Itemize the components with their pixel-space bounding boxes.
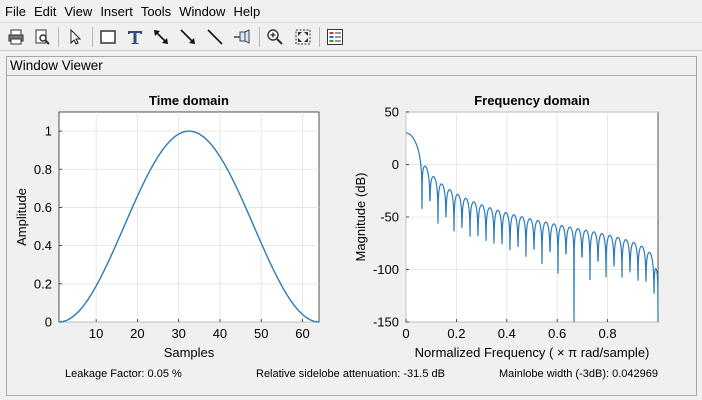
frequency-domain-axes: 0 0.2 0.4 0.6 0.8 -150 -100 -50 0 50 Frequency d… (353, 93, 659, 360)
time-domain-xlabel: Samples (164, 345, 215, 360)
time-plot-area (58, 111, 320, 323)
menu-view[interactable]: View (64, 3, 93, 19)
freq-y-tick-label: 50 (385, 105, 399, 120)
print-preview-icon[interactable] (31, 26, 53, 48)
freq-x-tick-label: 0.4 (498, 326, 516, 341)
arrow-icon[interactable] (177, 26, 199, 48)
time-domain-axes: 10 20 30 40 50 60 00.20.40.60.81 Time domain … (14, 93, 320, 360)
freq-domain-series-line (406, 132, 659, 323)
mainlobe-width-text: Mainlobe width (-3dB): 0.042969 (499, 368, 658, 380)
time-x-ticks: 10 20 30 40 50 60 (89, 319, 310, 341)
toolbar (0, 23, 702, 51)
time-x-tick-label: 40 (213, 326, 227, 341)
fit-icon[interactable] (292, 26, 314, 48)
time-y-ticks: 0 0.2 0.4 0.6 0.8 1 (34, 124, 62, 330)
freq-x-tick-label: 0 (402, 326, 409, 341)
time-x-tick-label: 30 (171, 326, 185, 341)
menu-help[interactable]: Help (233, 3, 261, 19)
freq-y-tick-label: -100 (373, 262, 399, 277)
pin-icon[interactable] (231, 26, 253, 48)
pointer-icon[interactable] (64, 26, 86, 48)
menu-tools[interactable]: Tools (140, 3, 172, 19)
menu-insert[interactable]: Insert (100, 3, 133, 19)
panel-divider (7, 75, 696, 76)
time-domain-title: Time domain (149, 93, 229, 108)
toolbar-separator (259, 27, 260, 47)
freq-y-tick-label: -50 (380, 210, 399, 225)
menu-file[interactable]: File (5, 3, 26, 19)
sidelobe-attenuation-text: Relative sidelobe attenuation: -31.5 dB (256, 368, 445, 380)
toolbar-separator (92, 27, 93, 47)
line-icon[interactable] (204, 26, 226, 48)
time-grid (59, 112, 319, 323)
time-y-tick-label: 0.2 (34, 276, 52, 291)
freq-x-tick-label: 0.8 (599, 326, 617, 341)
freq-x-tick-label: 0.6 (548, 326, 566, 341)
time-y-tick-label: 1 (45, 124, 52, 139)
freq-x-tick-label: 0.2 (447, 326, 465, 341)
toolbar-separator (319, 27, 320, 47)
leakage-factor-text: Leakage Factor: 0.05 % (65, 368, 182, 380)
double-arrow-icon[interactable] (150, 26, 172, 48)
time-y-tick-label: 0 (45, 315, 52, 330)
time-domain-ylabel: Amplitude (14, 188, 29, 246)
freq-domain-title: Frequency domain (474, 93, 590, 108)
freq-domain-ylabel: Magnitude (dB) (353, 173, 368, 262)
time-x-tick-label: 60 (295, 326, 309, 341)
freq-grid (405, 111, 658, 323)
time-domain-series-line (58, 130, 320, 323)
menu-edit[interactable]: Edit (33, 3, 57, 19)
freq-domain-xlabel: Normalized Frequency ( × π rad/sample) (415, 345, 650, 360)
rectangle-icon[interactable] (97, 26, 119, 48)
time-y-tick-label: 0.4 (34, 238, 52, 253)
time-x-tick-label: 50 (254, 326, 268, 341)
panel-title: Window Viewer (10, 58, 103, 73)
menu-window[interactable]: Window (179, 3, 226, 19)
menu-bar: File Edit View Insert Tools Window Help (0, 0, 702, 23)
print-icon[interactable] (5, 26, 27, 48)
freq-y-ticks: -150 -100 -50 0 50 (373, 105, 409, 330)
freq-y-tick-label: 0 (392, 157, 399, 172)
text-icon[interactable] (124, 26, 146, 48)
zoom-in-icon[interactable] (264, 26, 286, 48)
freq-y-tick-label: -150 (373, 315, 399, 330)
legend-icon[interactable] (324, 26, 346, 48)
time-y-tick-label: 0.6 (34, 200, 52, 215)
freq-x-ticks: 0 0.2 0.4 0.6 0.8 (402, 319, 617, 341)
time-x-tick-label: 10 (89, 326, 103, 341)
time-y-tick-label: 0.8 (34, 162, 52, 177)
time-x-tick-label: 20 (130, 326, 144, 341)
toolbar-separator (58, 27, 59, 47)
